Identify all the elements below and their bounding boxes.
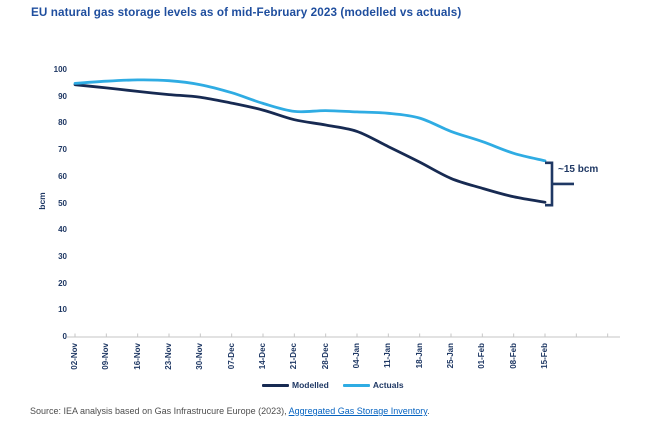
x-axis-tick-label: 08-Feb [508, 343, 518, 369]
x-axis-tick-label: 09-Nov [101, 343, 111, 370]
source-text-prefix: Source: IEA analysis based on Gas Infras… [30, 406, 289, 416]
x-axis-tick-label: 21-Dec [289, 343, 299, 370]
y-axis-tick-label: 80 [58, 118, 67, 128]
x-axis-tick-label: 14-Dec [258, 343, 267, 370]
x-axis-tick-label: 30-Nov [195, 343, 205, 370]
x-axis-tick-label: 18-Jan [414, 343, 424, 369]
legend-label: Modelled [292, 380, 329, 390]
source-text-suffix: . [427, 406, 430, 416]
y-axis-title: bcm [37, 192, 47, 210]
y-axis-tick-label: 40 [58, 225, 67, 235]
x-axis-tick-label: 16-Nov [132, 343, 142, 370]
x-axis-tick-label: 11-Jan [383, 343, 393, 368]
y-axis-tick-label: 0 [62, 332, 67, 341]
y-axis-tick-label: 100 [53, 65, 67, 74]
modelled-line [73, 83, 547, 204]
x-axis-tick-label: 04-Jan [352, 343, 361, 369]
x-axis-tick-label: 02-Nov [70, 343, 79, 370]
y-axis-tick-label: 50 [58, 198, 67, 208]
x-axis-tick-label: 01-Feb [477, 343, 487, 369]
legend-line-swatch [342, 383, 370, 387]
legend-label: Actuals [372, 380, 404, 390]
y-axis-tick-label: 70 [58, 145, 67, 155]
legend-line-swatch [262, 383, 289, 387]
actuals-line [73, 78, 547, 163]
chart-title: EU natural gas storage levels as of mid-… [31, 6, 462, 19]
x-axis-tick-label: 07-Dec [226, 343, 236, 370]
x-axis-tick-label: 23-Nov [164, 343, 173, 370]
x-axis-tick-label: 28-Dec [320, 343, 330, 370]
y-axis-tick-label: 20 [58, 278, 67, 288]
gap-annotation-label: ~15 bcm [558, 164, 599, 175]
difference-bracket [545, 161, 574, 207]
y-axis-tick-label: 30 [58, 251, 67, 261]
legend: Modelled Actuals [262, 380, 404, 390]
y-axis-tick-label: 10 [58, 305, 67, 315]
x-axis-tick-label: 25-Jan [446, 343, 455, 369]
y-axis-tick-label: 60 [58, 171, 67, 181]
legend-item-actuals: Actuals [342, 380, 404, 390]
y-axis-tick-label: 90 [58, 91, 67, 101]
legend-item-modelled: Modelled [262, 380, 329, 390]
source-link[interactable]: Aggregated Gas Storage Inventory [288, 406, 428, 416]
x-axis-tick-label: 15-Feb [540, 343, 549, 369]
source-line: Source: IEA analysis based on Gas Infras… [30, 406, 430, 416]
